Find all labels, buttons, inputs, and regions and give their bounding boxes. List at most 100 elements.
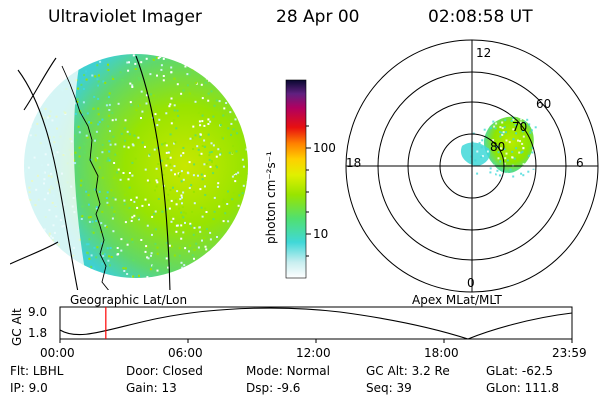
speckle-pixel bbox=[97, 107, 100, 110]
speckle-pixel bbox=[170, 199, 173, 202]
speckle-pixel bbox=[86, 252, 89, 255]
speckle-pixel bbox=[121, 78, 124, 81]
speckle-pixel bbox=[506, 172, 509, 175]
speckle-pixel bbox=[106, 247, 109, 250]
speckle-pixel bbox=[178, 207, 181, 210]
speckle-pixel bbox=[108, 103, 111, 106]
speckle-pixel bbox=[148, 181, 151, 184]
speckle-pixel bbox=[146, 256, 149, 259]
speckle-pixel bbox=[501, 127, 504, 130]
speckle-pixel bbox=[245, 148, 248, 151]
speckle-pixel bbox=[181, 206, 184, 209]
speckle-pixel bbox=[77, 87, 80, 90]
speckle-pixel bbox=[161, 210, 164, 213]
speckle-pixel bbox=[514, 174, 517, 177]
speckle-pixel bbox=[101, 252, 104, 255]
speckle-pixel bbox=[174, 141, 177, 144]
speckle-pixel bbox=[156, 178, 159, 181]
speckle-pixel bbox=[158, 118, 161, 121]
speckle-pixel bbox=[193, 163, 196, 166]
speckle-pixel bbox=[234, 180, 237, 183]
colorbar-tick-label: 10 bbox=[313, 227, 329, 241]
speckle-pixel bbox=[145, 57, 148, 60]
speckle-pixel bbox=[515, 132, 518, 135]
speckle-pixel bbox=[112, 197, 115, 199]
speckle-pixel bbox=[136, 211, 139, 214]
speckle-pixel bbox=[155, 179, 158, 182]
instrument-title: Ultraviolet Imager bbox=[48, 7, 202, 27]
speckle-pixel bbox=[176, 83, 179, 86]
speckle-pixel bbox=[522, 147, 525, 149]
speckle-pixel bbox=[165, 187, 167, 190]
speckle-pixel bbox=[522, 135, 525, 138]
speckle-pixel bbox=[230, 133, 232, 136]
speckle-pixel bbox=[137, 76, 140, 79]
speckle-pixel bbox=[170, 71, 173, 74]
speckle-pixel bbox=[80, 179, 83, 182]
speckle-pixel bbox=[134, 68, 137, 70]
speckle-pixel bbox=[129, 101, 132, 104]
speckle-pixel bbox=[180, 170, 183, 173]
dsp-info: Dsp: -9.6 bbox=[246, 381, 300, 395]
speckle-pixel bbox=[113, 176, 116, 179]
speckle-pixel bbox=[104, 224, 107, 227]
speckle-pixel bbox=[504, 119, 507, 122]
speckle-pixel bbox=[165, 144, 168, 147]
speckle-pixel bbox=[500, 147, 502, 150]
speckle-pixel bbox=[106, 201, 109, 204]
speckle-pixel bbox=[198, 154, 201, 157]
speckle-pixel bbox=[241, 158, 244, 161]
speckle-pixel bbox=[154, 228, 157, 231]
speckle-pixel bbox=[187, 172, 190, 175]
speckle-pixel bbox=[151, 215, 154, 218]
speckle-pixel bbox=[126, 130, 129, 133]
speckle-pixel bbox=[123, 203, 126, 206]
speckle-pixel bbox=[122, 267, 125, 270]
speckle-pixel bbox=[180, 237, 183, 240]
speckle-pixel bbox=[192, 125, 195, 128]
speckle-pixel bbox=[147, 70, 150, 73]
speckle-pixel bbox=[91, 230, 94, 233]
speckle-pixel bbox=[219, 124, 222, 126]
speckle-pixel bbox=[92, 231, 95, 234]
speckle-pixel bbox=[114, 143, 117, 146]
speckle-pixel bbox=[181, 214, 184, 217]
speckle-pixel bbox=[495, 146, 498, 149]
speckle-pixel bbox=[522, 163, 525, 166]
auroral-oval bbox=[483, 116, 534, 174]
speckle-pixel bbox=[78, 165, 80, 167]
speckle-pixel bbox=[497, 151, 500, 154]
speckle-pixel bbox=[148, 203, 150, 206]
speckle-pixel bbox=[191, 210, 194, 213]
speckle-pixel bbox=[480, 146, 483, 149]
coastline bbox=[61, 65, 109, 290]
speckle-pixel bbox=[193, 202, 196, 205]
speckle-pixel bbox=[111, 111, 114, 114]
speckle-pixel bbox=[85, 120, 88, 123]
speckle-pixel bbox=[133, 200, 136, 203]
speckle-pixel bbox=[94, 75, 97, 78]
speckle-pixel bbox=[210, 142, 213, 145]
speckle-pixel bbox=[78, 146, 81, 149]
speckle-pixel bbox=[93, 95, 96, 98]
speckle-pixel bbox=[107, 69, 110, 72]
speckle-pixel bbox=[138, 78, 141, 81]
speckle-pixel bbox=[170, 66, 173, 69]
speckle-pixel bbox=[131, 201, 134, 204]
speckle-pixel bbox=[104, 81, 107, 84]
speckle-pixel bbox=[226, 203, 229, 205]
speckle-pixel bbox=[85, 134, 88, 137]
speckle-pixel bbox=[203, 163, 206, 166]
speckle-pixel bbox=[481, 155, 484, 158]
info-value: 3.2 Re bbox=[411, 364, 450, 378]
speckle-pixel bbox=[180, 194, 183, 197]
speckle-pixel bbox=[180, 154, 182, 157]
speckle-pixel bbox=[137, 217, 140, 220]
speckle-pixel bbox=[517, 139, 519, 142]
speckle-pixel bbox=[521, 150, 524, 153]
speckle-pixel bbox=[158, 112, 161, 115]
speckle-pixel bbox=[173, 142, 176, 145]
speckle-pixel bbox=[235, 150, 238, 153]
speckle-pixel bbox=[156, 181, 159, 184]
speckle-pixel bbox=[114, 198, 117, 201]
